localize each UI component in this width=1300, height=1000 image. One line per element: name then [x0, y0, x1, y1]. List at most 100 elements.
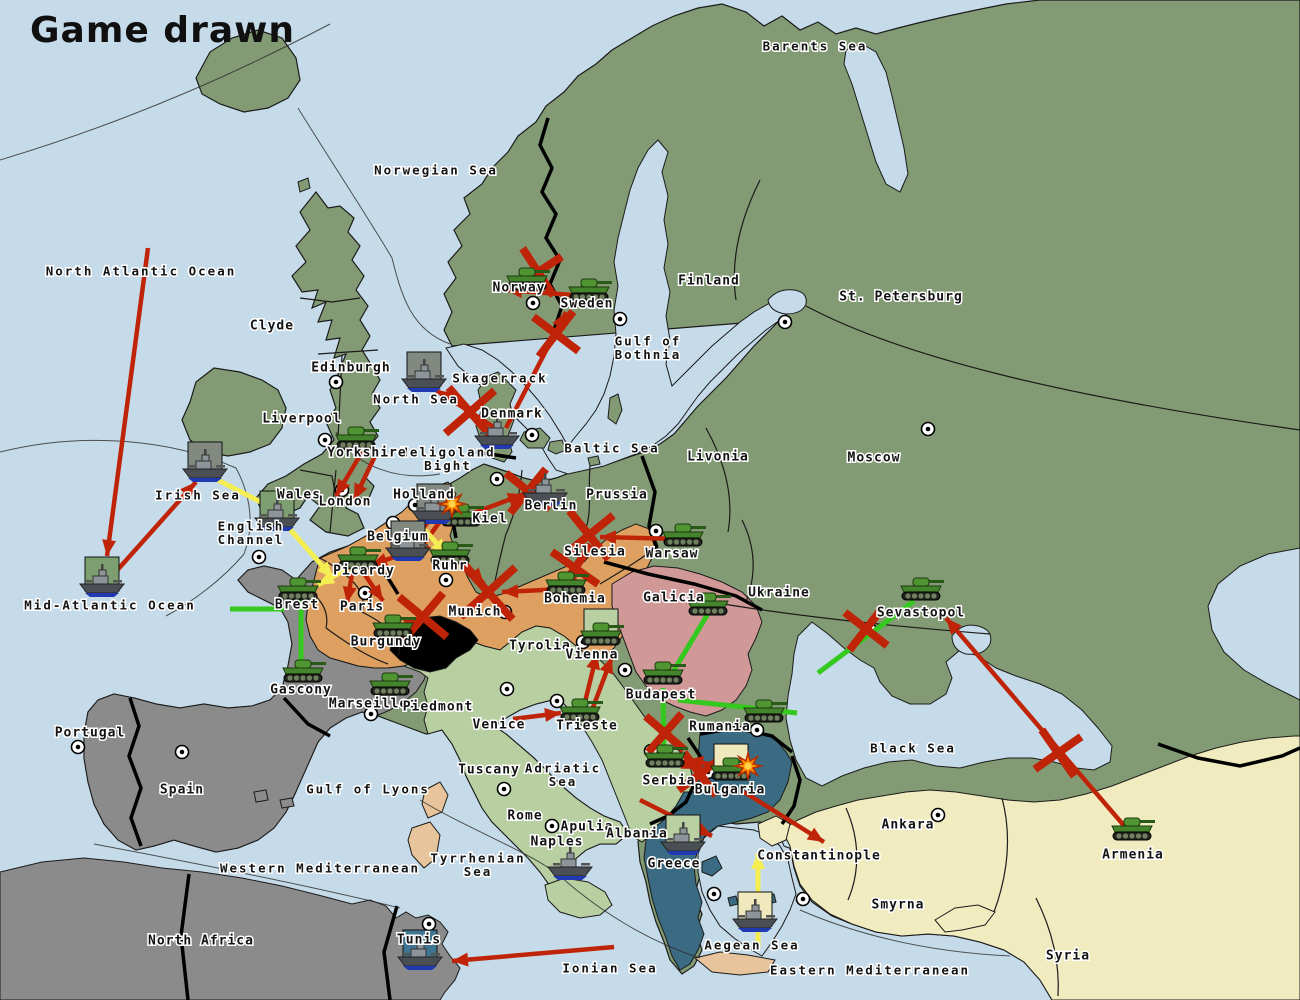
tank-turret: [912, 577, 930, 587]
army-unit-bohemia: [545, 571, 589, 595]
tank-wheel: [715, 773, 721, 779]
tank-turret: [580, 278, 598, 288]
ship-gun: [480, 432, 487, 435]
province-label-apulia: Apulia: [561, 820, 614, 835]
fleet-unit-naples: [546, 847, 594, 880]
red-order-arrow: [944, 616, 1128, 830]
ship-gun: [391, 544, 398, 547]
ship-gun: [553, 863, 560, 866]
sea-region-border: [235, 467, 251, 555]
ship-gun: [216, 465, 225, 468]
arrow-head: [544, 708, 561, 722]
supply-center-dot: [648, 523, 664, 539]
ship-gun: [431, 953, 440, 956]
tank-wheel: [287, 675, 293, 681]
province-label-marseilles: Marseilles: [329, 697, 417, 712]
tank-turret: [1123, 817, 1141, 827]
supply-center-inner: [622, 667, 628, 673]
tank-wheel: [301, 593, 308, 599]
tank-wheel: [383, 630, 390, 636]
supply-center-inner: [530, 300, 536, 306]
province-label-picardy: Picardy: [333, 564, 395, 579]
tank-barrel: [671, 747, 688, 750]
province-label-prussia: Prussia: [586, 488, 648, 503]
province-label-ankara: Ankara: [882, 818, 935, 833]
tank-wheel: [918, 593, 924, 599]
supply-center-dot: [489, 471, 505, 487]
ship-superstructure: [560, 858, 577, 868]
province-label-north-africa: North Africa: [148, 934, 254, 949]
tank-barrel: [362, 429, 379, 432]
supply-center-dot: [421, 916, 437, 932]
ship-gun: [766, 915, 775, 918]
ship-superstructure: [92, 575, 109, 585]
ship-hull: [546, 866, 594, 877]
arrow-head: [502, 584, 519, 599]
sea-label-north-sea: North Sea: [373, 391, 459, 406]
tank-wheel: [550, 587, 556, 593]
ship-gun: [85, 580, 92, 583]
ship-hull: [384, 547, 432, 558]
tank-wheel: [662, 760, 668, 766]
province-label-london: London: [319, 495, 372, 510]
ship-mast: [544, 473, 547, 480]
supply-center-inner: [333, 379, 339, 385]
ship-superstructure: [745, 910, 762, 920]
province-label-kiel: Kiel: [472, 512, 507, 527]
ship-keel: [391, 557, 425, 561]
sea-label-skagerrack: Skagerrack: [452, 370, 547, 385]
tank-wheel: [346, 442, 353, 448]
arrow-head: [751, 853, 765, 869]
tank-wheel: [393, 688, 400, 694]
national-border: [127, 697, 143, 847]
ship-gun: [508, 432, 517, 435]
province-border: [1035, 897, 1059, 997]
tank-wheel: [458, 519, 464, 525]
supply-center-dot: [499, 681, 515, 697]
island-faroe: [297, 177, 311, 193]
national-border: [1157, 742, 1300, 768]
supply-center-inner: [501, 786, 507, 792]
province-label-edinburgh: Edinburgh: [311, 361, 390, 376]
supply-center-dot: [357, 585, 373, 601]
x-stroke: [846, 605, 886, 653]
tank-turret: [755, 699, 773, 709]
territory-iberia-grey: [83, 557, 429, 853]
tank-wheel: [282, 593, 288, 599]
sea-azov: [951, 624, 992, 655]
province-border: [319, 557, 364, 613]
arrow-head: [452, 952, 469, 967]
supply-center-inner: [504, 686, 510, 692]
lake-ladoga: [767, 289, 807, 315]
tank-wheel: [563, 587, 569, 593]
sea-label-baltic-sea: Baltic Sea: [564, 440, 659, 455]
fleet-unit-tunis: [396, 929, 444, 970]
sea-label-gulf-of-bothnia: Gulf of Bothnia: [615, 333, 682, 362]
supply-center-inner: [368, 711, 374, 717]
tank-wheel: [668, 760, 675, 766]
tank-barrel: [1138, 820, 1155, 823]
tank-wheel: [905, 593, 911, 599]
red-order-arrow: [342, 573, 357, 604]
ship-keel: [403, 966, 437, 970]
sea-black-sea: [785, 621, 1113, 787]
red-order-arrow: [581, 652, 600, 707]
ship-keel: [480, 445, 514, 449]
province-label-belgium: Belgium: [367, 530, 429, 545]
standoff-x-mark: [442, 384, 498, 440]
province-label-albania: Albania: [606, 827, 668, 842]
tank-turret: [518, 267, 536, 277]
arrow-shaft: [104, 247, 151, 557]
province-label-syria: Syria: [1046, 949, 1090, 964]
province-border: [317, 349, 379, 355]
ship-superstructure: [414, 370, 431, 380]
ship-keel: [260, 527, 294, 531]
tank-wheel: [711, 608, 718, 614]
fleet-unit-aegean-sea: [731, 891, 779, 932]
ship-mast: [423, 359, 426, 366]
army-unit-warsaw: [662, 523, 706, 547]
tank-turret: [441, 541, 459, 551]
fleet-unit-english-channel: [253, 490, 301, 531]
supply-center-dot: [795, 891, 811, 907]
